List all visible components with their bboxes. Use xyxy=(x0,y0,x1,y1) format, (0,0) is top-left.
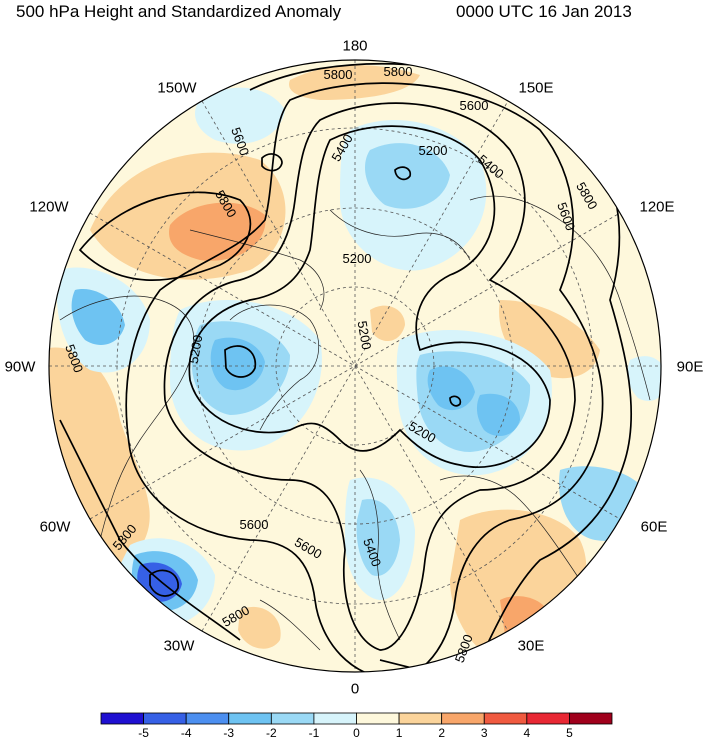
colorbar-swatch xyxy=(398,712,443,725)
contour-5400 xyxy=(163,102,576,651)
colorbar-swatch xyxy=(441,712,485,725)
contour-5200 xyxy=(188,125,551,469)
colorbar-swatch xyxy=(270,712,315,725)
contour-5800 xyxy=(59,419,241,641)
lon-label-30e: 30E xyxy=(517,637,545,655)
colorbar-swatch xyxy=(483,712,528,725)
negative-anomaly-region xyxy=(365,143,450,209)
contour-closed-low xyxy=(224,345,257,378)
colorbar-swatch xyxy=(313,712,357,725)
lon-label-150w: 150W xyxy=(157,79,197,97)
negative-anomaly-region xyxy=(71,289,125,345)
lon-label-90w: 90W xyxy=(4,358,36,376)
colorbar-tick-label: 4 xyxy=(523,726,531,740)
contour-5600 xyxy=(125,82,604,672)
lon-label-60e: 60E xyxy=(640,518,668,536)
colorbar-tick-label: -3 xyxy=(223,726,235,740)
colorbar-tick-label: -1 xyxy=(308,726,320,740)
colorbar-tick-label: 5 xyxy=(566,726,573,740)
positive-anomaly-region xyxy=(169,202,266,261)
colorbar-tick-label: 1 xyxy=(395,726,403,740)
positive-anomaly-region xyxy=(238,606,281,649)
negative-anomaly-region xyxy=(627,356,661,401)
lon-label-180: 180 xyxy=(342,37,368,55)
colorbar-swatch xyxy=(143,712,187,725)
contour-label: 5200 xyxy=(186,334,206,365)
colorbar-swatch xyxy=(526,712,570,725)
colorbar-tick-label: 3 xyxy=(480,726,488,740)
contour-label: 5600 xyxy=(240,517,269,532)
colorbar-swatch xyxy=(100,712,144,725)
contour-label: 5600 xyxy=(460,98,489,113)
positive-anomaly-region xyxy=(370,305,405,342)
lon-label-120w: 120W xyxy=(29,198,69,216)
colorbar-swatch xyxy=(356,712,400,725)
colorbar-swatch xyxy=(228,712,272,725)
map-boundary xyxy=(48,59,662,673)
colorbar-tick-label: -2 xyxy=(265,726,277,740)
colorbar-swatch xyxy=(185,712,230,725)
contour-label: 5800 xyxy=(324,67,353,82)
contour-label: 5200 xyxy=(343,251,372,266)
lon-label-90e: 90E xyxy=(676,358,704,376)
map-title: 500 hPa Height and Standardized Anomaly xyxy=(16,2,342,21)
colorbar-swatch xyxy=(569,712,613,725)
negative-anomaly-region xyxy=(476,393,520,436)
positive-anomaly-region xyxy=(289,65,420,100)
valid-time: 0000 UTC 16 Jan 2013 xyxy=(456,2,632,21)
lon-label-30w: 30W xyxy=(163,637,195,655)
lon-label-60w: 60W xyxy=(39,518,71,536)
contour-label: 5200 xyxy=(419,143,448,158)
colorbar-tick-label: 0 xyxy=(353,726,360,740)
negative-anomaly-region xyxy=(195,87,285,144)
contour-closed-low xyxy=(149,569,179,597)
colorbar-tick-label: -4 xyxy=(180,726,192,740)
lon-label-120e: 120E xyxy=(639,198,675,216)
colorbar-tick-label: -5 xyxy=(138,726,149,740)
negative-anomaly-region xyxy=(427,366,475,411)
graticule xyxy=(49,60,661,672)
contour-closed-low xyxy=(449,395,462,407)
colorbar-tick-label: 2 xyxy=(438,726,445,740)
contour-label: 5800 xyxy=(384,64,413,79)
contour-5800 xyxy=(379,659,501,672)
lon-label-0: 0 xyxy=(350,680,360,698)
contour-5800 xyxy=(78,191,252,282)
contour-closed-low xyxy=(394,166,412,181)
lon-label-150e: 150E xyxy=(518,79,554,97)
contour-label: 5200 xyxy=(355,320,375,351)
contour-closed-low xyxy=(261,153,283,172)
